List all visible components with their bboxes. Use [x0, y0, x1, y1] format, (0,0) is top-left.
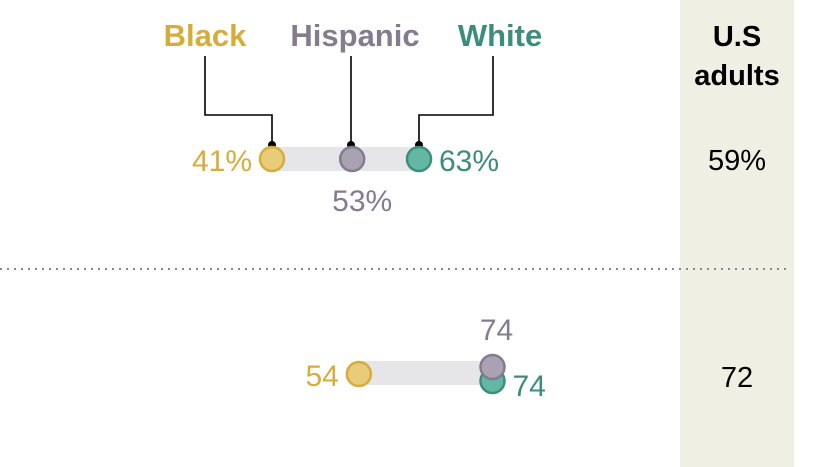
value-label-white: 63% [439, 145, 499, 178]
dot-black [258, 145, 286, 173]
dot-hispanic [479, 353, 506, 381]
value-label-white: 74 [513, 370, 546, 403]
leader-line-black [204, 56, 273, 145]
legend-leader-lines [204, 56, 494, 149]
value-label-hispanic: 74 [480, 314, 513, 347]
legend-black: Black [164, 18, 247, 53]
legend-white: White [458, 18, 542, 53]
total-column-header-line1: U.S [713, 21, 761, 53]
row-1: 41% 53% 63% 59% [192, 145, 766, 218]
dot-white [405, 145, 433, 173]
total-column-background [680, 0, 794, 467]
total-value: 72 [721, 362, 753, 394]
total-column-header-line2: adults [694, 60, 779, 92]
leader-line-white [418, 56, 494, 145]
legend: Black Hispanic White [164, 18, 543, 53]
dot-black [345, 360, 373, 388]
dot-hispanic [338, 145, 366, 173]
row-2: 54 74 74 72 [305, 314, 753, 403]
value-label-hispanic: 53% [332, 185, 392, 218]
total-value: 59% [708, 145, 766, 177]
legend-hispanic: Hispanic [290, 18, 419, 53]
value-label-black: 54 [305, 360, 338, 393]
value-label-black: 41% [192, 145, 252, 178]
